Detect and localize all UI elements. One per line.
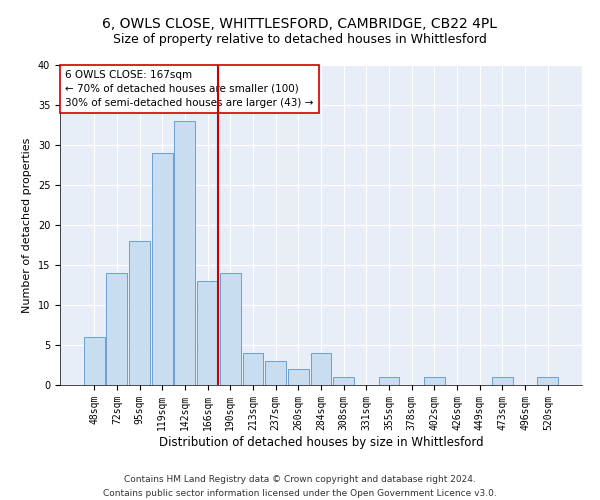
Bar (197, 281, 218, 385)
Text: Size of property relative to detached houses in Whittlesford: Size of property relative to detached ho… (113, 32, 487, 46)
Bar (175, 121, 196, 385)
Bar (152, 153, 173, 385)
Bar (379, 377, 400, 385)
Y-axis label: Number of detached properties: Number of detached properties (22, 138, 32, 312)
Bar (333, 377, 354, 385)
Bar (220, 273, 241, 385)
X-axis label: Distribution of detached houses by size in Whittlesford: Distribution of detached houses by size … (158, 436, 484, 448)
Bar (492, 377, 513, 385)
Text: 6 OWLS CLOSE: 167sqm
← 70% of detached houses are smaller (100)
30% of semi-deta: 6 OWLS CLOSE: 167sqm ← 70% of detached h… (65, 70, 314, 108)
Bar (424, 377, 445, 385)
Text: Contains HM Land Registry data © Crown copyright and database right 2024.
Contai: Contains HM Land Registry data © Crown c… (103, 476, 497, 498)
Bar (129, 241, 150, 385)
Bar (538, 377, 558, 385)
Bar (288, 369, 309, 385)
Text: 6, OWLS CLOSE, WHITTLESFORD, CAMBRIDGE, CB22 4PL: 6, OWLS CLOSE, WHITTLESFORD, CAMBRIDGE, … (103, 18, 497, 32)
Bar (265, 361, 286, 385)
Bar (242, 353, 263, 385)
Bar (106, 273, 127, 385)
Bar (84, 337, 104, 385)
Bar (311, 353, 331, 385)
